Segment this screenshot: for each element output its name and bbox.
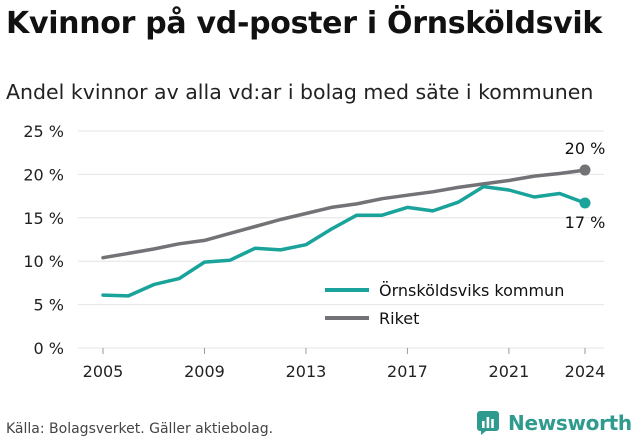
y-tick-label: 5 % [34, 296, 64, 315]
series-line-riket [101, 168, 587, 260]
x-tick-label: 2017 [387, 362, 428, 381]
y-tick-label: 25 % [23, 122, 64, 141]
x-tick-label: 2024 [565, 362, 606, 381]
y-tick-label: 20 % [23, 165, 64, 184]
legend: Örnsköldsviks kommun Riket [325, 281, 564, 328]
legend-label: Riket [379, 309, 419, 328]
series-line-kommun [101, 184, 587, 298]
end-value-label: 20 % [565, 139, 606, 158]
y-tick-label: 15 % [23, 209, 64, 228]
newsworthy-logo-icon [477, 411, 499, 435]
brand-name: Newsworthy [508, 411, 631, 435]
y-tick-label: 0 % [34, 339, 64, 358]
end-value-label: 17 % [565, 213, 606, 232]
series-lines [101, 164, 591, 298]
grid-lines [78, 130, 604, 349]
end-labels: 20 % 17 % [565, 139, 606, 232]
end-point-riket [579, 164, 591, 176]
x-tick-label: 2009 [184, 362, 225, 381]
source-note: Källa: Bolagsverket. Gäller aktiebolag. [6, 421, 274, 437]
x-tick-label: 2005 [83, 362, 124, 381]
line-chart: 0 %5 %10 %15 %20 %25 % 2005 2009 2013 2017 2… [23, 122, 606, 381]
y-tick-label: 10 % [23, 252, 64, 271]
y-axis-ticks: 0 % 5 % 10 % 15 % 20 % 25 % [23, 122, 64, 358]
brand-logo: Newsworthy [476, 408, 631, 438]
chart-title: Kvinnor på vd-poster i Örnsköldsvik [6, 6, 603, 41]
chart-subtitle: Andel kvinnor av alla vd:ar i bolag med … [6, 80, 594, 104]
end-point-kommun [579, 197, 591, 209]
x-tick-label: 2021 [489, 362, 530, 381]
x-axis-ticks: 2005 2009 2013 2017 2021 2024 [83, 348, 606, 381]
x-tick-label: 2013 [286, 362, 327, 381]
legend-label: Örnsköldsviks kommun [379, 281, 564, 300]
